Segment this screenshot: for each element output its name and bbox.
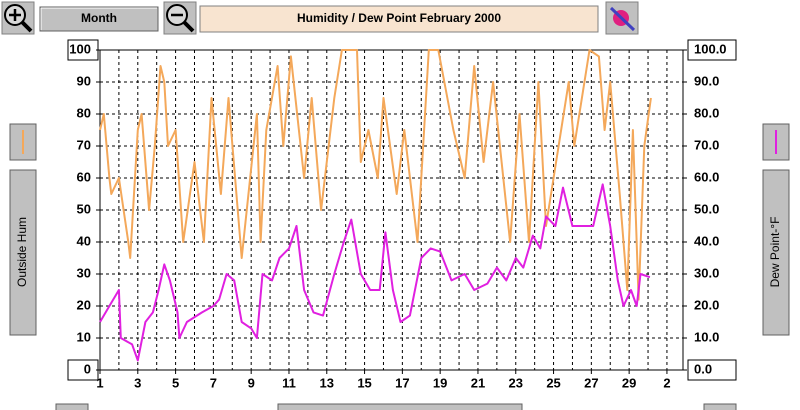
y-tick-label: 80 — [77, 105, 91, 120]
tick-box — [687, 39, 737, 61]
period-button[interactable]: Month — [39, 6, 159, 32]
x-tick-label: 17 — [395, 375, 409, 390]
y-tick-label: 50 — [77, 201, 91, 216]
y2-tick-label: 40.0 — [694, 233, 719, 248]
title-box: Humidity / Dew Point February 2000 — [199, 5, 599, 33]
options-button[interactable] — [605, 1, 639, 35]
scroll-left[interactable] — [55, 403, 89, 410]
plot: 0 10 20 30 40 50 60 70 80 90 100 0.0 10.0 20.0 30.0 40.… — [67, 39, 737, 390]
y2-tick-label: 70.0 — [694, 137, 719, 152]
x-tick-label: 5 — [172, 375, 179, 390]
left-series-swatch[interactable] — [9, 123, 37, 161]
chart-title: Humidity / Dew Point February 2000 — [297, 11, 501, 25]
y2-tick-label: 10.0 — [694, 329, 719, 344]
zoom-in-button[interactable] — [1, 1, 35, 35]
x-tick-label: 7 — [210, 375, 217, 390]
period-label: Month — [81, 11, 117, 25]
x-tick-label: 15 — [357, 375, 371, 390]
series-line — [99, 183, 651, 362]
y2-tick-label: 60.0 — [694, 169, 719, 184]
scrollbar[interactable] — [277, 403, 523, 410]
tick-box — [687, 359, 737, 381]
right-series-swatch[interactable] — [762, 123, 790, 161]
y-tick-label: 70 — [77, 137, 91, 152]
right-axis-label: Dew Point-°F — [768, 217, 782, 288]
y-tick-label: 20 — [77, 297, 91, 312]
y2-tick-label: 80.0 — [694, 105, 719, 120]
x-tick-label: 19 — [433, 375, 447, 390]
series-line — [99, 49, 652, 301]
y2-tick-label: 30.0 — [694, 265, 719, 280]
y-tick-label: 60 — [77, 169, 91, 184]
x-tick-label: 21 — [471, 375, 485, 390]
x-tick-label: 3 — [134, 375, 141, 390]
y-tick-label: 0 — [84, 361, 91, 376]
y-tick-label: 100 — [69, 41, 91, 56]
y-tick-label: 90 — [77, 73, 91, 88]
x-tick-label: 27 — [584, 375, 598, 390]
left-axis-label: Outside Hum — [15, 217, 29, 287]
right-axis-button[interactable]: Dew Point-°F — [762, 169, 790, 336]
y-tick-label: 30 — [77, 265, 91, 280]
y2-tick-label: 20.0 — [694, 297, 719, 312]
x-tick-label: 9 — [248, 375, 255, 390]
x-tick-label: 2 — [663, 375, 670, 390]
scroll-right[interactable] — [703, 403, 737, 410]
y2-tick-label: 0.0 — [694, 361, 712, 376]
x-tick-label: 11 — [282, 375, 296, 390]
y2-tick-label: 100.0 — [694, 41, 727, 56]
y2-tick-label: 50.0 — [694, 201, 719, 216]
y2-tick-label: 90.0 — [694, 73, 719, 88]
x-tick-label: 13 — [320, 375, 334, 390]
y-tick-label: 10 — [77, 329, 91, 344]
x-tick-label: 23 — [509, 375, 523, 390]
x-tick-label: 29 — [622, 375, 636, 390]
zoom-out-button[interactable] — [163, 1, 197, 35]
x-tick-label: 25 — [546, 375, 560, 390]
left-axis-button[interactable]: Outside Hum — [9, 169, 37, 336]
y-tick-label: 40 — [77, 233, 91, 248]
x-tick-label: 1 — [96, 375, 103, 390]
